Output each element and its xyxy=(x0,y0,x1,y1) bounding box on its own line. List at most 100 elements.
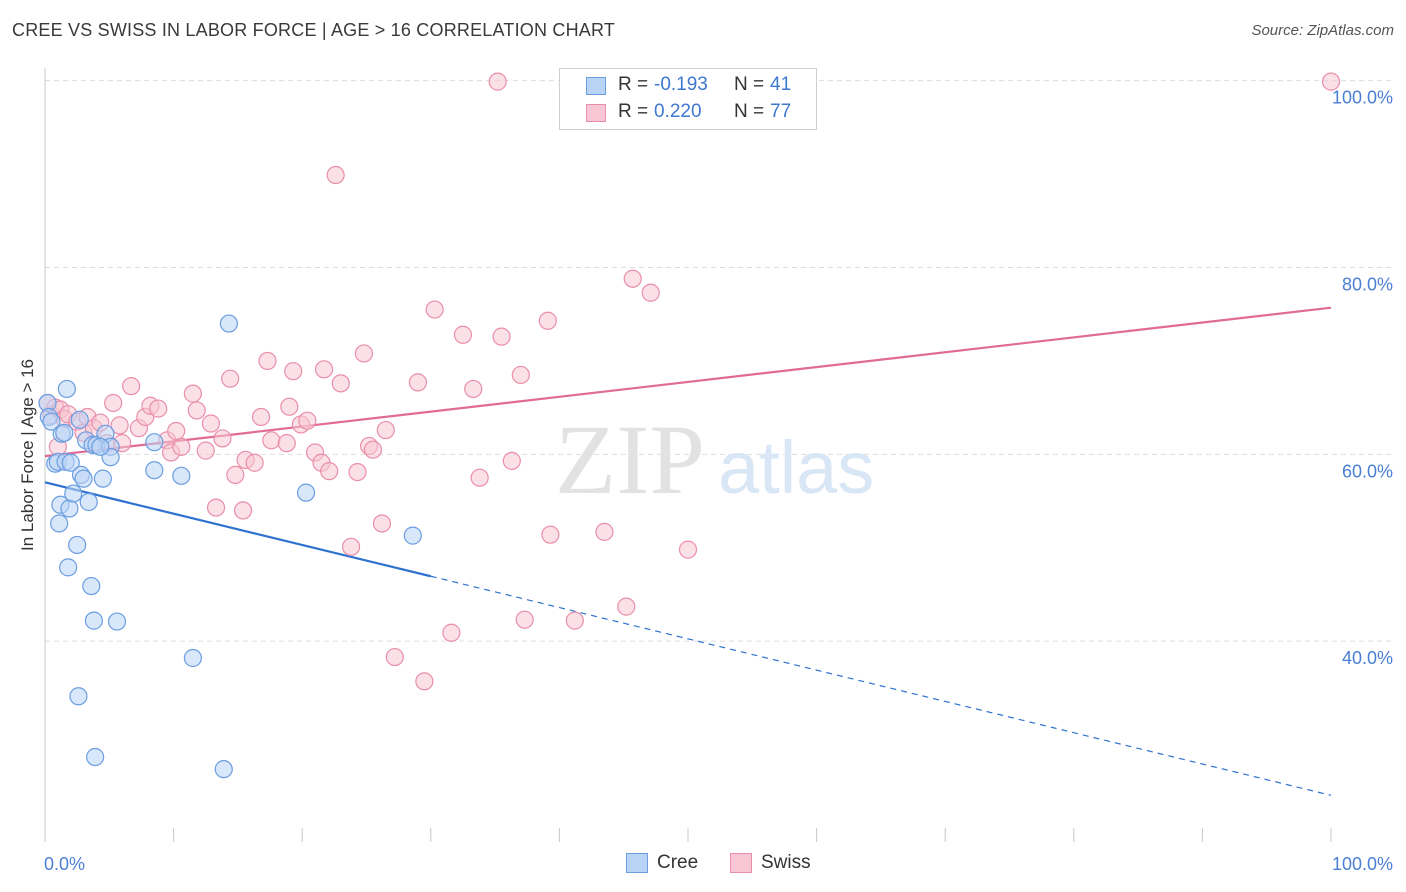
swiss-point xyxy=(488,72,507,91)
swiss-point xyxy=(1321,72,1341,91)
cree-point xyxy=(82,576,101,596)
swiss-point xyxy=(172,437,191,456)
swiss-point xyxy=(408,373,428,392)
swiss-trend-line xyxy=(44,306,1332,458)
swiss-point xyxy=(425,300,444,319)
swiss-point xyxy=(385,647,404,667)
swiss-swatch xyxy=(586,104,606,122)
swiss-point xyxy=(341,537,361,556)
swiss-point xyxy=(538,311,557,330)
y-tick-label: 40.0% xyxy=(1342,648,1393,668)
grid-layer xyxy=(45,80,1394,642)
swiss-point xyxy=(187,401,206,420)
swiss-point xyxy=(320,462,339,481)
swiss-point xyxy=(363,440,383,459)
swiss-point xyxy=(298,411,317,430)
swiss-point xyxy=(149,399,168,418)
trend-layer xyxy=(44,306,1332,796)
swiss-point xyxy=(226,465,245,484)
swiss-point xyxy=(623,269,642,288)
cree-point xyxy=(93,469,112,488)
swiss-n-value: 77 xyxy=(770,101,792,122)
swiss-point xyxy=(331,374,350,393)
swiss-r-value: 0.220 xyxy=(654,101,702,122)
swiss-point xyxy=(595,522,614,541)
swiss-point xyxy=(502,451,521,470)
swiss-r-label: R = xyxy=(618,101,649,122)
swiss-point xyxy=(541,525,560,544)
cree-point xyxy=(59,558,78,577)
swiss-point xyxy=(492,327,511,346)
watermark-atlas: atlas xyxy=(718,426,874,509)
swiss-point xyxy=(372,514,392,533)
cree-point xyxy=(183,648,202,668)
swiss-point xyxy=(167,421,186,441)
stats-legend: R = -0.193 N = 41 R = 0.220 N = 77 xyxy=(559,68,817,130)
cree-swatch xyxy=(586,77,606,95)
swiss-point xyxy=(617,597,636,616)
swiss-point xyxy=(348,462,367,482)
swiss-point xyxy=(641,283,660,302)
swiss-point xyxy=(277,434,296,453)
cree-point xyxy=(68,535,87,555)
cree-point xyxy=(42,412,61,431)
cree-point xyxy=(69,687,88,706)
swiss-point xyxy=(245,453,264,472)
cree-point xyxy=(74,469,93,488)
cree-r-label: R = xyxy=(618,74,649,95)
cree-point xyxy=(91,437,110,456)
x-tick-label: 100.0% xyxy=(1332,854,1393,874)
swiss-point xyxy=(511,365,530,385)
cree-legend-label: Cree xyxy=(657,852,699,873)
watermark: ZIP atlas xyxy=(555,404,874,515)
swiss-legend-swatch xyxy=(730,853,752,873)
swiss-point xyxy=(354,344,374,363)
cree-n-label: N = xyxy=(734,74,765,95)
swiss-point xyxy=(376,420,395,440)
cree-point xyxy=(145,433,164,452)
watermark-zip: ZIP xyxy=(555,404,705,515)
cree-point xyxy=(296,483,316,502)
cree-point xyxy=(145,461,164,480)
swiss-point xyxy=(515,610,534,629)
cree-point xyxy=(70,410,89,429)
swiss-point xyxy=(262,431,281,450)
cree-point xyxy=(214,760,233,779)
y-tick-label: 80.0% xyxy=(1342,275,1393,295)
swiss-point xyxy=(110,416,129,435)
cree-point xyxy=(61,453,80,472)
swiss-point xyxy=(470,468,489,487)
cree-legend-swatch xyxy=(626,853,648,873)
swiss-point xyxy=(221,369,240,388)
swiss-point xyxy=(251,407,271,427)
y-tick-label: 100.0% xyxy=(1332,88,1393,108)
cree-point xyxy=(86,747,105,767)
cree-n-value: 41 xyxy=(770,74,792,95)
swiss-point xyxy=(565,611,584,630)
swiss-point xyxy=(415,672,434,691)
swiss-point xyxy=(233,501,253,520)
swiss-point xyxy=(206,498,226,517)
cree-point xyxy=(64,484,83,503)
point-layer xyxy=(38,72,1341,779)
swiss-point xyxy=(196,441,215,460)
cree-point xyxy=(219,314,238,333)
swiss-point xyxy=(104,393,123,413)
cree-point xyxy=(172,466,191,485)
swiss-point xyxy=(183,384,202,403)
swiss-point xyxy=(122,377,141,396)
swiss-point xyxy=(284,362,303,381)
cree-point xyxy=(84,611,103,630)
chart-title: CREE VS SWISS IN LABOR FORCE | AGE > 16 … xyxy=(12,20,616,40)
swiss-point xyxy=(678,540,698,559)
swiss-point xyxy=(326,165,345,185)
cree-point xyxy=(403,526,422,545)
swiss-legend-label: Swiss xyxy=(761,852,811,873)
swiss-point xyxy=(314,360,334,379)
swiss-point xyxy=(442,623,461,642)
swiss-point xyxy=(464,379,483,399)
swiss-point xyxy=(258,351,277,371)
swiss-point xyxy=(201,414,220,433)
cree-point xyxy=(57,379,76,399)
